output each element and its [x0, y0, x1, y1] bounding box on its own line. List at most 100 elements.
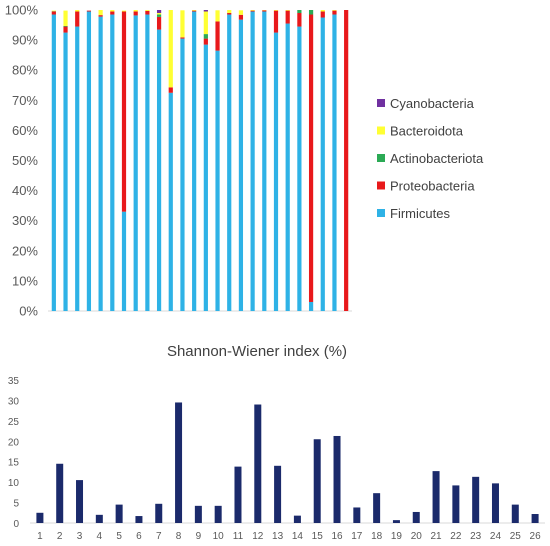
x-tick-label: 26 [530, 531, 542, 542]
bar-segment-proteobacteria [145, 10, 150, 15]
bar-segment-bacteroidota [156, 13, 162, 15]
bar-segment-bacteroidota [63, 10, 68, 26]
bar-segment-proteobacteria [344, 10, 349, 311]
y-tick-label: 30% [12, 213, 38, 228]
bar-segment-bacteroidota [285, 10, 290, 11]
x-tick-label: 11 [233, 531, 244, 542]
x-tick-label: 5 [116, 531, 122, 542]
y-tick-label: 15 [8, 458, 20, 469]
legend-swatch [377, 126, 385, 135]
bar-segment-bacteroidota [203, 11, 208, 35]
bar-segment-proteobacteria [63, 26, 68, 33]
bar-segment-proteobacteria [238, 14, 244, 20]
x-tick-label: 3 [77, 531, 83, 542]
x-tick-label: 17 [351, 531, 363, 542]
bar-segment-proteobacteria [285, 10, 290, 24]
bar-segment-firmicutes [75, 26, 80, 312]
y-tick-label: 0% [19, 304, 38, 319]
bar-segment-proteobacteria [180, 37, 185, 39]
bar-segment-firmicutes [308, 301, 314, 311]
x-tick-label: 15 [312, 531, 324, 542]
bar-segment-proteobacteria [75, 11, 80, 27]
y-tick-label: 5 [13, 499, 19, 510]
bar-segment-firmicutes [203, 44, 208, 312]
bar-segment-proteobacteria [51, 11, 56, 15]
bar-segment-firmicutes [332, 14, 337, 311]
index-bar [491, 483, 499, 523]
bar-segment-actinobacteriota [308, 10, 314, 15]
bar-segment-actinobacteriota [203, 34, 208, 39]
bar-segment-proteobacteria [262, 10, 267, 12]
bottom-x-axis-ticks: 1 2 3 4 5 6 7 8 9 10 11 12 13 14 15 16 17 18 19 20 21 22 23 24 2… [37, 531, 541, 542]
legend-label: Bacteroidota [390, 124, 464, 139]
index-bar [472, 476, 480, 523]
index-bar [194, 505, 202, 523]
index-bar [392, 520, 400, 523]
x-tick-label: 7 [156, 531, 162, 542]
bar-segment-proteobacteria [192, 10, 197, 12]
legend: Cyanobacteria Bacteroidota Actinobacteriot… [377, 96, 484, 221]
bar-segment-bacteroidota [273, 10, 279, 11]
y-tick-label: 10% [12, 273, 38, 288]
x-tick-label: 25 [510, 531, 522, 542]
x-tick-label: 4 [97, 531, 103, 542]
index-bar [293, 515, 301, 523]
bar-segment-bacteroidota [110, 10, 115, 12]
x-tick-label: 21 [430, 531, 442, 542]
bar-segment-bacteroidota [121, 10, 127, 12]
bar-segment-proteobacteria [203, 38, 208, 45]
index-bar [373, 493, 381, 523]
index-bar [254, 404, 262, 523]
bar-segment-bacteroidota [250, 10, 255, 11]
bar-segment-proteobacteria [273, 10, 279, 33]
legend-label: Cyanobacteria [390, 96, 475, 111]
index-bar [95, 514, 103, 523]
y-tick-label: 30 [8, 396, 20, 407]
bar-segment-actinobacteriota [156, 14, 162, 17]
bar-segment-firmicutes [238, 19, 244, 312]
bar-segment-bacteroidota [215, 10, 220, 22]
y-tick-label: 35 [8, 376, 20, 387]
index-bar [333, 435, 341, 523]
bar-segment-proteobacteria [110, 11, 115, 15]
bar-segment-bacteroidota [75, 10, 80, 12]
legend-swatch [377, 99, 385, 107]
x-tick-label: 18 [371, 531, 383, 542]
x-tick-label: 23 [470, 531, 482, 542]
bar-segment-firmicutes [215, 50, 220, 311]
x-tick-label: 1 [37, 531, 43, 542]
bar-segment-firmicutes [110, 14, 115, 311]
y-tick-label: 80% [12, 63, 38, 78]
index-bar [56, 463, 64, 523]
bar-segment-cyanobacteria [203, 10, 208, 12]
index-bar [135, 516, 143, 523]
index-bar [353, 507, 361, 523]
bar-segment-firmicutes [63, 32, 68, 311]
bar-segment-firmicutes [86, 11, 92, 311]
bar-segment-firmicutes [168, 92, 173, 312]
index-bar [432, 471, 440, 523]
x-tick-label: 9 [196, 531, 202, 542]
y-tick-label: 70% [12, 93, 38, 108]
bar-segment-firmicutes [250, 11, 255, 311]
bar-segment-firmicutes [273, 32, 279, 311]
x-tick-label: 8 [176, 531, 182, 542]
legend-label: Actinobacteriota [390, 151, 484, 166]
top-y-axis-ticks: 0% 10% 20% 30% 40% 50% 60% 70% 80% 90% 100% [5, 3, 39, 319]
stacked-bar-chart: 0% 10% 20% 30% 40% 50% 60% 70% 80% 90% 100% Cyanob… [5, 3, 484, 319]
legend-swatch [377, 154, 385, 162]
bar-segment-bacteroidota [168, 10, 173, 88]
legend-label: Proteobacteria [390, 179, 475, 194]
index-bar [452, 485, 460, 523]
bar-segment-proteobacteria [332, 10, 337, 15]
x-tick-label: 6 [136, 531, 142, 542]
y-tick-label: 100% [5, 3, 39, 18]
bar-segment-firmicutes [121, 211, 127, 311]
bar-segment-firmicutes [180, 38, 185, 311]
bar-segment-firmicutes [51, 14, 56, 311]
bar-segment-firmicutes [133, 15, 138, 312]
bar-segment-proteobacteria [121, 11, 127, 212]
bar-segment-firmicutes [145, 14, 150, 311]
bar-segment-bacteroidota [192, 10, 197, 11]
